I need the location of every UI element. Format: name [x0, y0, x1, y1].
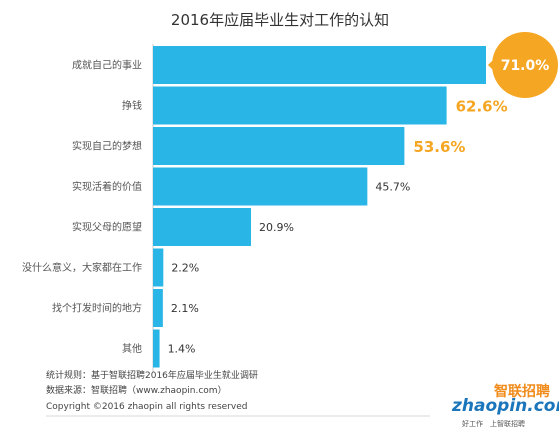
data-label: 20.9% — [259, 221, 294, 234]
bar — [153, 86, 447, 125]
category-label: 没什么意义，大家都在工作 — [22, 261, 142, 274]
bar — [153, 248, 164, 287]
logo-latin: zhaopin.com — [451, 396, 559, 416]
data-label: 2.1% — [171, 302, 199, 315]
chart-title: 2016年应届毕业生对工作的认知 — [171, 11, 389, 29]
logo-chinese: 智联招聘 — [493, 383, 550, 400]
bars: 成就自己的事业 71.0% 挣钱 62.6% 实现自己的梦想 53.6% 实现活着的价值 45… — [22, 32, 558, 368]
data-label: 1.4% — [168, 343, 196, 356]
bar — [153, 167, 368, 206]
bar — [153, 208, 252, 246]
category-label: 挣钱 — [122, 99, 142, 112]
logo-slogan-right: 上智联招聘 — [490, 419, 525, 428]
footer-copyright: Copyright ©2016 zhaopin all rights reser… — [46, 402, 247, 412]
data-label: 71.0% — [501, 58, 550, 74]
highlight-bubble — [492, 32, 558, 98]
footer-source: 数据来源：智联招聘（www.zhaopin.com） — [46, 384, 227, 396]
data-label: 53.6% — [413, 138, 465, 156]
bar — [153, 46, 486, 84]
data-label: 2.2% — [171, 262, 199, 275]
category-label: 成就自己的事业 — [72, 59, 142, 72]
bubble-pointer — [488, 56, 497, 74]
category-label: 实现父母的愿望 — [72, 221, 142, 234]
category-label: 找个打发时间的地方 — [52, 302, 142, 315]
zhaopin-logo: zhaopin.com 智联招聘 好工作 上智联招聘 — [451, 383, 559, 428]
category-label: 实现活着的价值 — [72, 180, 142, 193]
logo-slogan-left: 好工作 — [462, 419, 483, 428]
footer-rule: 统计规则：基于智联招聘2016年应届毕业生就业调研 — [46, 369, 258, 381]
data-label: 62.6% — [456, 98, 508, 116]
category-label: 实现自己的梦想 — [72, 140, 142, 153]
bar — [153, 289, 163, 327]
bar — [153, 329, 160, 368]
category-label: 其他 — [122, 342, 142, 355]
bar — [153, 127, 405, 165]
data-label: 45.7% — [375, 181, 410, 194]
